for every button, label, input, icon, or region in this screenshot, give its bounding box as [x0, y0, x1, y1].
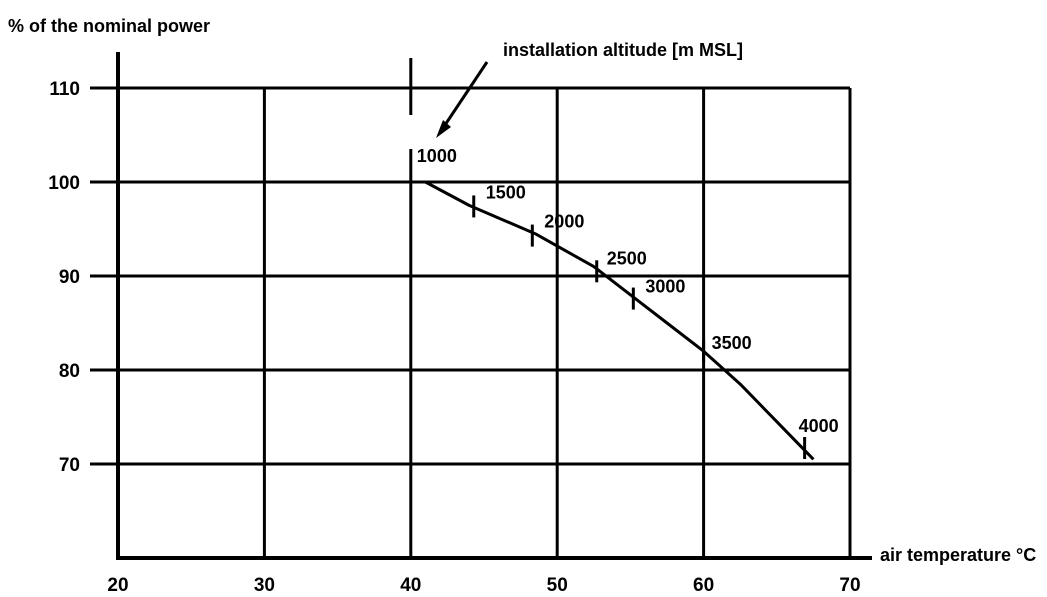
axes — [116, 52, 872, 560]
point-label: 4000 — [799, 416, 839, 436]
tick-labels: 70 80 90 100 110 20 30 40 50 60 70 — [48, 79, 860, 596]
x-tick-label: 40 — [400, 575, 421, 596]
point-label: 2000 — [544, 212, 584, 232]
series-line — [410, 180, 815, 461]
y-tick-label: 80 — [59, 361, 80, 382]
point-label: 3000 — [645, 277, 685, 297]
y-axis-label: % of the nominal power — [8, 16, 210, 36]
y-tick-label: 110 — [49, 79, 80, 100]
x-tick-label: 50 — [547, 575, 568, 596]
x-axis-label: air temperature °C — [880, 545, 1036, 565]
x-tick-label: 20 — [107, 575, 128, 596]
y-tick-label: 100 — [48, 173, 80, 194]
point-label: 2500 — [607, 248, 647, 268]
series — [410, 180, 815, 461]
y-tick-label: 90 — [59, 267, 80, 288]
annotation-arrow-line — [439, 61, 489, 132]
altitude-markers: 1000 1500 2000 2500 3000 3500 4000 — [417, 146, 839, 460]
grid — [90, 58, 852, 558]
point-label: 1500 — [486, 182, 526, 202]
point-label: 3500 — [712, 333, 752, 353]
point-label: 1000 — [417, 146, 457, 166]
x-tick-label: 70 — [839, 575, 860, 596]
annotations: % of the nominal power air temperature °… — [8, 16, 1036, 565]
x-tick-label: 30 — [254, 575, 275, 596]
x-tick-label: 60 — [693, 575, 714, 596]
y-tick-label: 70 — [59, 455, 80, 476]
annotation-arrow-head — [436, 120, 451, 138]
annotation-label: installation altitude [m MSL] — [503, 40, 743, 60]
